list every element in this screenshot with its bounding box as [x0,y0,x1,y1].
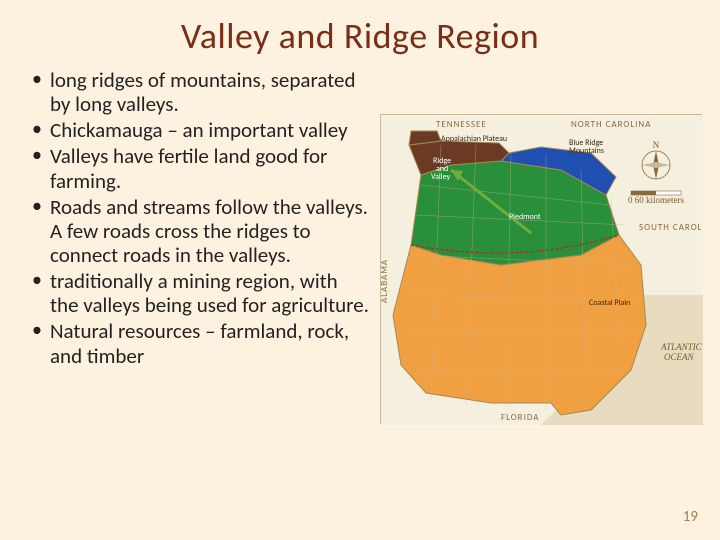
bullet-item: Valleys have fertile land good for farmi… [30,144,370,192]
bullet-item: Natural resources – farmland, rock, and … [30,319,370,367]
bullet-item: traditionally a mining region, with the … [30,269,370,317]
bullet-item: Roads and streams follow the valleys. A … [30,195,370,267]
label-south-carolina: SOUTH CAROLINA [639,222,703,233]
label-florida: FLORIDA [501,412,539,423]
label-north-carolina: NORTH CAROLINA [571,119,651,130]
label-coastal-plain: Coastal Plain [589,298,630,308]
slide-container: Valley and Ridge Region long ridges of m… [0,0,720,540]
page-number: 19 [683,508,698,526]
label-alabama: ALABAMA [381,259,390,303]
label-blue-ridge: Blue RidgeMountains [569,138,604,156]
slide-title: Valley and Ridge Region [30,14,690,58]
label-appalachian-plateau: Appalachian Plateau [441,134,507,144]
scale-label: 0 60 kilometers [628,195,684,205]
bullet-list: long ridges of mountains, separated by l… [30,68,370,370]
bullet-item: Chickamauga – an important valley [30,118,370,142]
scale-bar: 0 60 kilometers [628,191,684,205]
svg-text:N: N [653,140,660,150]
map-svg: N 0 60 kilometers TENNESSEE NORTH CAROLI… [381,115,703,425]
bullet-item: long ridges of mountains, separated by l… [30,68,370,116]
label-piedmont: Piedmont [509,212,541,222]
label-tennessee: TENNESSEE [436,119,487,130]
georgia-regions-map: N 0 60 kilometers TENNESSEE NORTH CAROLI… [380,114,702,424]
